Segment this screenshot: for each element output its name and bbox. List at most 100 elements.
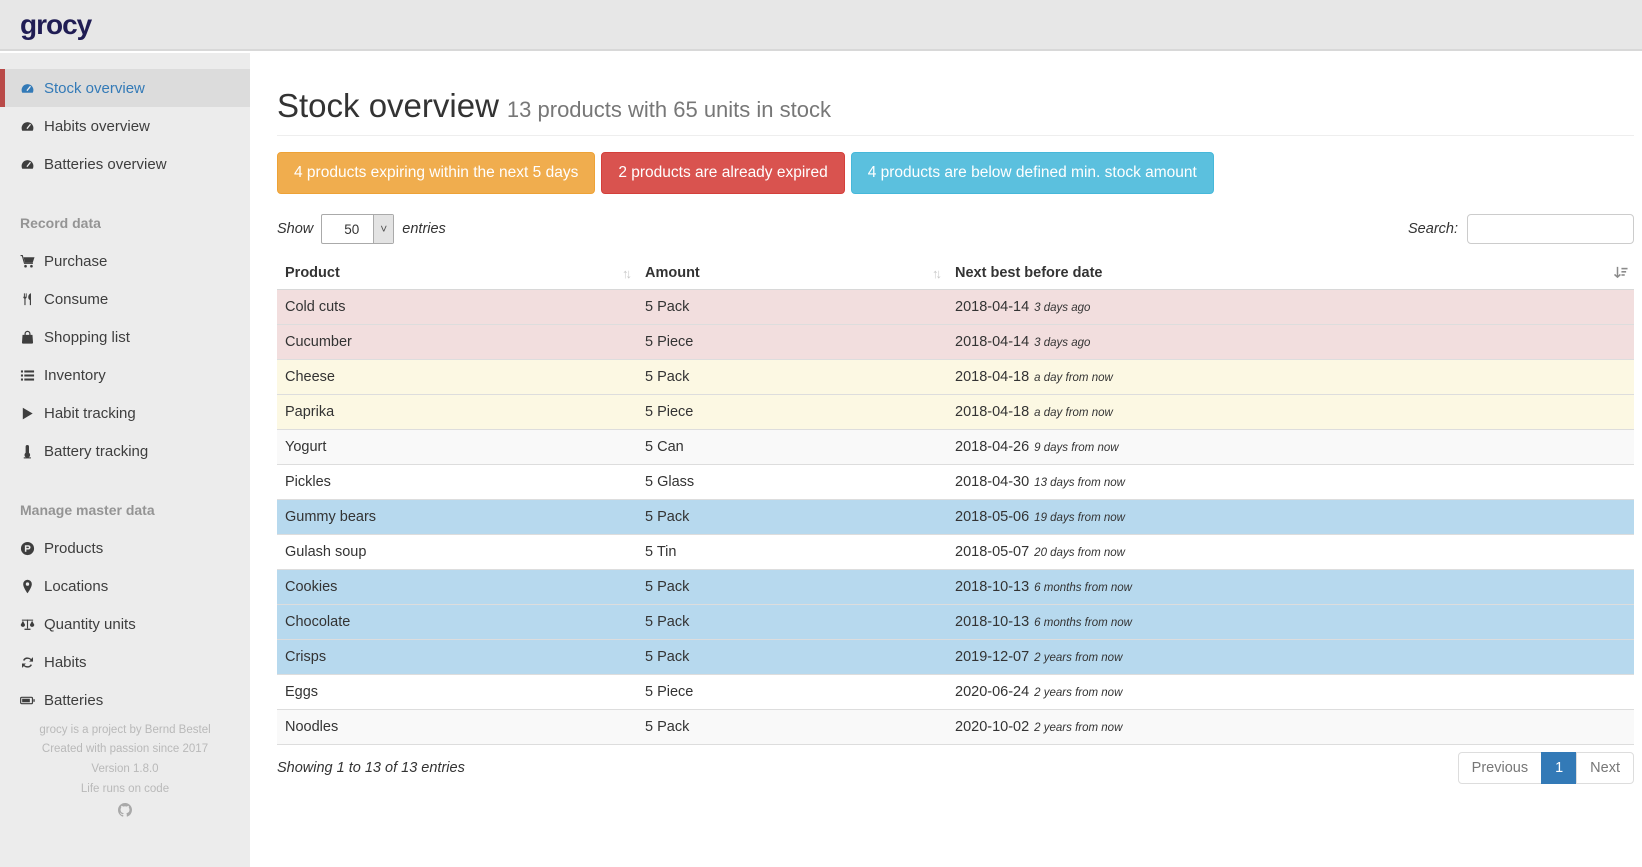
cell-product: Cucumber bbox=[277, 324, 637, 360]
cell-best-before-date: 2018-04-14 3 days ago bbox=[947, 324, 1634, 360]
table-row-cookies[interactable]: Cookies 5 Pack 2018-10-13 6 months from now bbox=[277, 569, 1634, 605]
sidebar-item-habits-overview[interactable]: Habits overview bbox=[0, 107, 250, 145]
sidebar-item-shopping-list[interactable]: Shopping list bbox=[0, 318, 250, 356]
column-header-date[interactable]: Next best before date bbox=[947, 257, 1634, 290]
cell-amount: 5 Pack bbox=[637, 289, 947, 325]
cell-best-before-date: 2020-06-24 2 years from now bbox=[947, 674, 1634, 710]
sidebar-item-products[interactable]: Products bbox=[0, 529, 250, 567]
best-before-date: 2018-04-18 bbox=[955, 369, 1030, 385]
cell-amount: 5 Piece bbox=[637, 394, 947, 430]
cell-best-before-date: 2018-10-13 6 months from now bbox=[947, 569, 1634, 605]
alert-button-warning[interactable]: 4 products expiring within the next 5 da… bbox=[277, 152, 596, 194]
sidebar-item-locations[interactable]: Locations bbox=[0, 567, 250, 605]
column-header-date-label: Next best before date bbox=[955, 265, 1103, 281]
table-row-cold-cuts[interactable]: Cold cuts 5 Pack 2018-04-14 3 days ago bbox=[277, 289, 1634, 325]
sidebar-section-header-manage-master-data: Manage master data bbox=[20, 502, 155, 518]
page-length-select-wrap: 50 bbox=[321, 214, 395, 244]
table-row-paprika[interactable]: Paprika 5 Piece 2018-04-18 a day from now bbox=[277, 394, 1634, 430]
sidebar: Stock overview Habits overview Batteries o… bbox=[0, 53, 250, 867]
balance-scale-icon bbox=[20, 617, 44, 632]
sort-icon[interactable]: ↑↓ bbox=[622, 266, 632, 281]
sidebar-item-batteries[interactable]: Batteries bbox=[0, 681, 250, 719]
map-marker-icon bbox=[20, 579, 44, 594]
utensils-icon bbox=[20, 292, 44, 307]
best-before-date: 2018-10-13 bbox=[955, 579, 1030, 595]
sidebar-section-header-record-data: Record data bbox=[20, 215, 101, 231]
cell-product: Noodles bbox=[277, 709, 637, 745]
table-row-chocolate[interactable]: Chocolate 5 Pack 2018-10-13 6 months from n… bbox=[277, 604, 1634, 640]
sidebar-item-habits[interactable]: Habits bbox=[0, 643, 250, 681]
sidebar-item-purchase[interactable]: Purchase bbox=[0, 242, 250, 280]
sidebar-footer: grocy is a project by Bernd Bestel Creat… bbox=[0, 721, 250, 825]
best-before-date: 2019-12-07 bbox=[955, 649, 1030, 665]
sort-icon[interactable]: ↑↓ bbox=[932, 266, 942, 281]
table-row-gulash-soup[interactable]: Gulash soup 5 Tin 2018-05-07 20 days from n… bbox=[277, 534, 1634, 570]
table-row-pickles[interactable]: Pickles 5 Glass 2018-04-30 13 days from now bbox=[277, 464, 1634, 500]
footer-line-motto: Life runs on code bbox=[80, 783, 170, 796]
page-1-button[interactable]: 1 bbox=[1541, 752, 1578, 784]
table-row-cheese[interactable]: Cheese 5 Pack 2018-04-18 a day from now bbox=[277, 359, 1634, 395]
best-before-relative: a day from now bbox=[1034, 407, 1113, 419]
cell-best-before-date: 2019-12-07 2 years from now bbox=[947, 639, 1634, 675]
play-icon bbox=[20, 406, 44, 421]
table-header-row: Product ↑↓ Amount ↑↓ Next best before da… bbox=[277, 257, 1634, 290]
table-row-crisps[interactable]: Crisps 5 Pack 2019-12-07 2 years from now bbox=[277, 639, 1634, 675]
best-before-relative: 2 years from now bbox=[1034, 687, 1123, 699]
best-before-relative: 2 years from now bbox=[1034, 652, 1123, 664]
github-icon[interactable] bbox=[0, 803, 250, 825]
sidebar-item-habit-tracking[interactable]: Habit tracking bbox=[0, 394, 250, 432]
table-row-eggs[interactable]: Eggs 5 Piece 2020-06-24 2 years from now bbox=[277, 674, 1634, 710]
sort-amount-asc-icon[interactable] bbox=[1613, 265, 1628, 284]
sidebar-item-battery-tracking[interactable]: Battery tracking bbox=[0, 432, 250, 470]
cell-amount: 5 Piece bbox=[637, 324, 947, 360]
table-row-cucumber[interactable]: Cucumber 5 Piece 2018-04-14 3 days ago bbox=[277, 324, 1634, 360]
sidebar-item-inventory[interactable]: Inventory bbox=[0, 356, 250, 394]
best-before-relative: 13 days from now bbox=[1034, 477, 1125, 489]
cell-best-before-date: 2018-04-18 a day from now bbox=[947, 359, 1634, 395]
sidebar-item-stock-overview[interactable]: Stock overview bbox=[0, 69, 250, 107]
tachometer-icon bbox=[20, 81, 44, 96]
best-before-relative: a day from now bbox=[1034, 372, 1113, 384]
footer-line-project: grocy is a project by Bernd Bestel bbox=[39, 723, 211, 736]
best-before-date: 2018-04-14 bbox=[955, 334, 1030, 350]
best-before-relative: 19 days from now bbox=[1034, 512, 1125, 524]
best-before-relative: 6 months from now bbox=[1034, 617, 1132, 629]
column-header-amount[interactable]: Amount ↑↓ bbox=[637, 257, 947, 290]
column-header-product-label: Product bbox=[285, 265, 340, 281]
table-row-gummy-bears[interactable]: Gummy bears 5 Pack 2018-05-06 19 days from … bbox=[277, 499, 1634, 535]
best-before-date: 2018-10-13 bbox=[955, 614, 1030, 630]
sidebar-item-label: Batteries overview bbox=[44, 155, 167, 173]
grocy-logo[interactable]: grocy bbox=[20, 9, 92, 40]
product-circle-p-icon bbox=[20, 541, 44, 556]
table-row-noodles[interactable]: Noodles 5 Pack 2020-10-02 2 years from now bbox=[277, 709, 1634, 745]
sidebar-item-label: Battery tracking bbox=[44, 442, 149, 460]
next-page-button[interactable]: Next bbox=[1576, 752, 1634, 784]
column-header-product[interactable]: Product ↑↓ bbox=[277, 257, 637, 290]
alert-button-info[interactable]: 4 products are below defined min. stock … bbox=[850, 152, 1214, 194]
sidebar-item-consume[interactable]: Consume bbox=[0, 280, 250, 318]
sidebar-item-quantity-units[interactable]: Quantity units bbox=[0, 605, 250, 643]
search-control: Search: bbox=[1408, 214, 1634, 244]
cell-amount: 5 Glass bbox=[637, 464, 947, 500]
sidebar-nav: Stock overview Habits overview Batteries o… bbox=[0, 53, 250, 719]
sidebar-item-label: Shopping list bbox=[44, 328, 130, 346]
alert-button-danger[interactable]: 2 products are already expired bbox=[601, 152, 845, 194]
page-subtitle: 13 products with 65 units in stock bbox=[506, 97, 831, 122]
column-header-amount-label: Amount bbox=[645, 265, 700, 281]
sidebar-item-batteries-overview[interactable]: Batteries overview bbox=[0, 145, 250, 183]
page-length-select[interactable]: 50 bbox=[321, 214, 395, 244]
table-row-yogurt[interactable]: Yogurt 5 Can 2018-04-26 9 days from now bbox=[277, 429, 1634, 465]
cell-amount: 5 Pack bbox=[637, 359, 947, 395]
tachometer-icon bbox=[20, 157, 44, 172]
cell-amount: 5 Piece bbox=[637, 674, 947, 710]
previous-page-button[interactable]: Previous bbox=[1457, 752, 1543, 784]
best-before-relative: 3 days ago bbox=[1034, 302, 1091, 314]
best-before-date: 2020-10-02 bbox=[955, 719, 1030, 735]
stock-alerts: 4 products expiring within the next 5 da… bbox=[277, 152, 1634, 194]
footer-line-version: Version 1.8.0 bbox=[91, 763, 159, 776]
best-before-relative: 6 months from now bbox=[1034, 582, 1132, 594]
sidebar-item-label: Batteries bbox=[44, 691, 104, 709]
cell-amount: 5 Pack bbox=[637, 709, 947, 745]
search-input[interactable] bbox=[1467, 214, 1634, 244]
sidebar-item-label: Consume bbox=[44, 290, 109, 308]
